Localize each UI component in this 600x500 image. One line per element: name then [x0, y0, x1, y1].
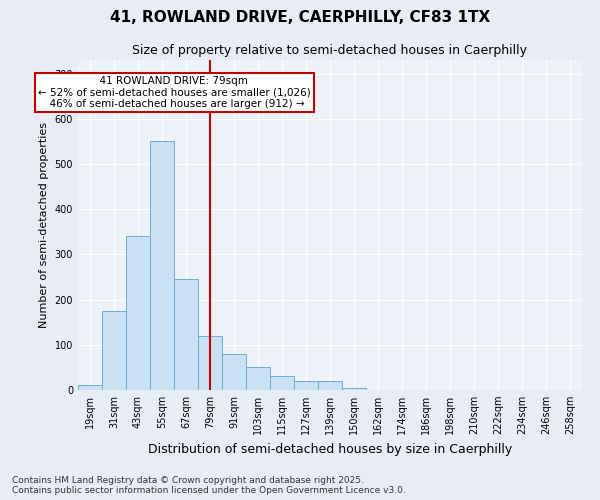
Bar	[294, 381, 318, 390]
Bar	[150, 142, 174, 390]
Text: 41, ROWLAND DRIVE, CAERPHILLY, CF83 1TX: 41, ROWLAND DRIVE, CAERPHILLY, CF83 1TX	[110, 10, 490, 25]
Bar	[174, 279, 198, 390]
Bar	[318, 381, 342, 390]
Bar	[222, 354, 246, 390]
Bar	[246, 368, 270, 390]
Text: Contains HM Land Registry data © Crown copyright and database right 2025.
Contai: Contains HM Land Registry data © Crown c…	[12, 476, 406, 495]
Bar	[78, 386, 102, 390]
Bar	[342, 388, 366, 390]
Bar	[198, 336, 222, 390]
Text: 41 ROWLAND DRIVE: 79sqm  
← 52% of semi-detached houses are smaller (1,026)
  46: 41 ROWLAND DRIVE: 79sqm ← 52% of semi-de…	[38, 76, 310, 109]
Bar	[126, 236, 150, 390]
Bar	[102, 311, 126, 390]
Y-axis label: Number of semi-detached properties: Number of semi-detached properties	[39, 122, 49, 328]
Bar	[270, 376, 294, 390]
X-axis label: Distribution of semi-detached houses by size in Caerphilly: Distribution of semi-detached houses by …	[148, 442, 512, 456]
Title: Size of property relative to semi-detached houses in Caerphilly: Size of property relative to semi-detach…	[133, 44, 527, 58]
